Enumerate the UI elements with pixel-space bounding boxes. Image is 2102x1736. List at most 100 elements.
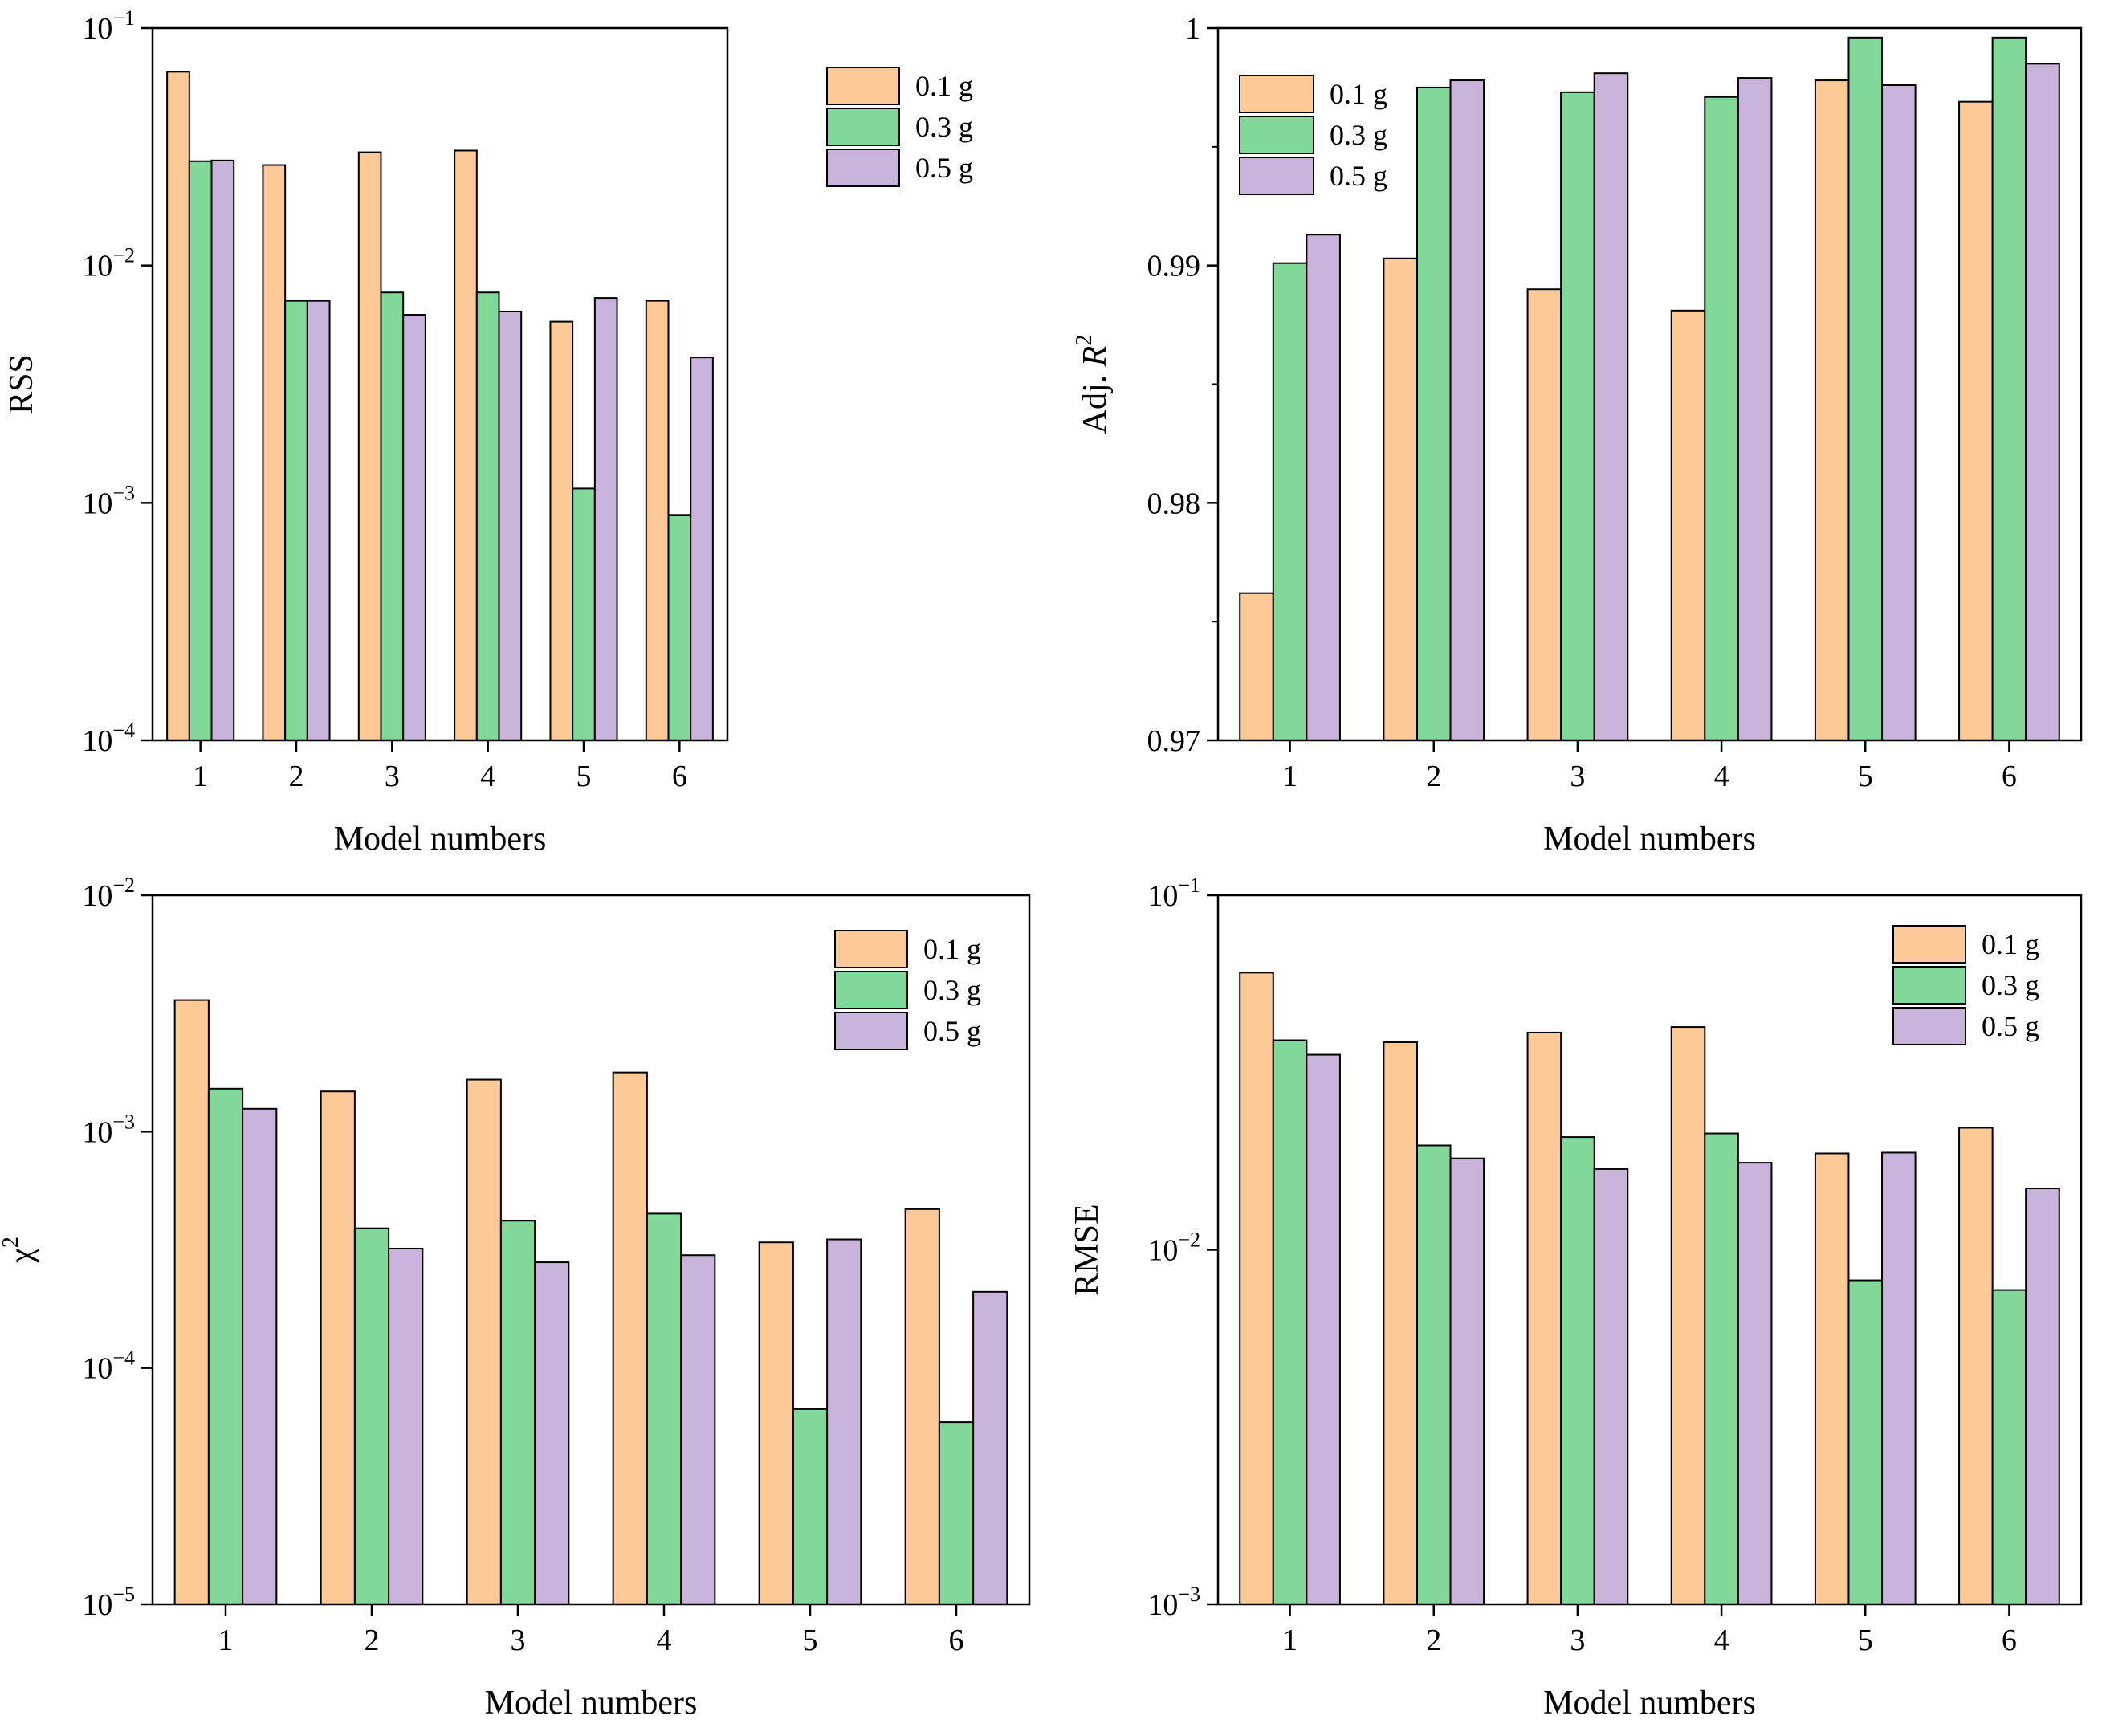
y-tick-label: 10−4 <box>82 719 135 758</box>
legend-swatch <box>834 1012 908 1050</box>
x-tick-label: 6 <box>2002 760 2017 793</box>
bar-05g-model-4 <box>1737 77 1773 741</box>
legend-label: 0.1 g <box>1982 928 2039 960</box>
y-tick-label: 10−2 <box>1147 1229 1200 1268</box>
legend: 0.1 g 0.3 g 0.5 g <box>1892 925 2039 1045</box>
legend: 0.1 g 0.3 g 0.5 g <box>1239 75 1387 195</box>
y-tick-label: 10−5 <box>82 1583 135 1622</box>
x-tick-label: 5 <box>803 1624 818 1657</box>
bar-03g-model-3 <box>1560 91 1595 741</box>
x-axis-title: Model numbers <box>485 1685 698 1722</box>
bar-03g-model-4 <box>1704 96 1739 742</box>
legend-label: 0.3 g <box>923 974 981 1006</box>
bar-01g-model-6 <box>1958 100 1994 742</box>
chart-panel-2: 1 2 3 4 5 6 Model numbers 0.97 0.98 0.99 1 Adj. R2 0… <box>1072 12 2083 858</box>
x-tick-label: 6 <box>949 1624 964 1657</box>
bar-03g-model-5 <box>572 487 596 741</box>
bar-03g-model-5 <box>1847 1279 1884 1606</box>
y-axis-title: χ2 <box>0 1237 40 1264</box>
y-axis-title: Adj. R2 <box>1072 335 1114 434</box>
bar-05g-model-6 <box>2025 63 2060 742</box>
bar-03g-model-4 <box>646 1212 682 1606</box>
bar-05g-model-1 <box>1306 1053 1341 1605</box>
bar-05g-model-3 <box>1593 72 1629 742</box>
bar-01g-model-3 <box>357 151 382 742</box>
x-tick-label: 1 <box>193 760 208 793</box>
y-tick-label: 10−2 <box>82 244 135 283</box>
y-tick-label: 1 <box>1185 12 1200 46</box>
bar-01g-model-1 <box>173 999 210 1605</box>
bar-05g-model-3 <box>1593 1168 1629 1605</box>
bar-01g-model-5 <box>758 1241 794 1605</box>
bar-01g-model-2 <box>320 1090 356 1605</box>
bar-05g-model-5 <box>593 297 618 741</box>
bar-03g-model-4 <box>1704 1132 1739 1605</box>
bar-01g-model-3 <box>1526 288 1562 742</box>
legend: 0.1 g 0.3 g 0.5 g <box>826 67 973 187</box>
legend: 0.1 g 0.3 g 0.5 g <box>834 930 981 1050</box>
y-tick-label: 10−1 <box>82 6 135 46</box>
x-tick-label: 1 <box>218 1624 234 1657</box>
bar-01g-model-3 <box>466 1078 502 1606</box>
bar-03g-model-6 <box>1991 36 2027 741</box>
legend-label: 0.5 g <box>1982 1010 2039 1042</box>
bar-05g-model-1 <box>1306 234 1341 742</box>
x-tick-label: 3 <box>1570 1624 1585 1657</box>
x-tick-label: 2 <box>1426 760 1441 793</box>
x-tick-label: 3 <box>511 1624 526 1657</box>
y-tick-label: 0.99 <box>1147 250 1201 283</box>
bar-01g-model-5 <box>1814 1152 1850 1605</box>
bar-03g-model-3 <box>1560 1136 1595 1605</box>
bar-03g-model-3 <box>499 1220 536 1605</box>
bar-05g-model-6 <box>2025 1188 2060 1606</box>
y-tick-label: 10−3 <box>82 1110 135 1149</box>
legend-swatch <box>1239 116 1314 154</box>
bar-05g-model-1 <box>210 159 235 741</box>
x-tick-label: 1 <box>1282 760 1297 793</box>
legend-swatch <box>1892 966 1966 1005</box>
x-tick-label: 5 <box>576 760 592 793</box>
legend-label: 0.5 g <box>915 152 973 184</box>
x-tick-label: 2 <box>1426 1624 1441 1657</box>
legend-label: 0.5 g <box>923 1015 981 1047</box>
bar-01g-model-2 <box>1383 1041 1418 1605</box>
legend-swatch <box>1892 1007 1966 1045</box>
bar-05g-model-2 <box>1449 1157 1485 1605</box>
legend-label: 0.1 g <box>915 70 973 102</box>
legend-swatch <box>826 149 900 187</box>
y-tick-label: 10−4 <box>82 1347 135 1386</box>
y-tick-label: 0.97 <box>1147 724 1201 758</box>
x-tick-label: 4 <box>1714 760 1729 793</box>
legend-swatch <box>1892 925 1966 964</box>
legend-swatch <box>1239 75 1314 113</box>
legend-label: 0.3 g <box>1982 969 2039 1001</box>
bar-05g-model-1 <box>242 1107 278 1606</box>
bar-01g-model-1 <box>1239 592 1274 741</box>
bar-01g-model-6 <box>645 300 670 741</box>
legend-swatch <box>1239 157 1314 195</box>
y-tick-label: 10−2 <box>82 874 135 913</box>
bar-01g-model-5 <box>549 320 574 741</box>
bar-05g-model-4 <box>1737 1162 1773 1605</box>
bar-03g-model-5 <box>1847 36 1884 741</box>
bar-03g-model-4 <box>475 291 500 742</box>
bar-05g-model-6 <box>690 357 714 741</box>
bar-01g-model-1 <box>166 71 190 741</box>
x-tick-label: 3 <box>385 760 400 793</box>
bar-05g-model-4 <box>498 310 523 742</box>
x-tick-label: 2 <box>365 1624 380 1657</box>
bar-03g-model-5 <box>792 1408 829 1605</box>
y-axis-title: RMSE <box>1069 1204 1106 1295</box>
bar-05g-model-2 <box>1449 79 1485 742</box>
bar-05g-model-3 <box>402 314 426 741</box>
bar-01g-model-5 <box>1814 79 1850 742</box>
bar-05g-model-5 <box>1881 84 1917 741</box>
chart-panel-1: 1 2 3 4 5 6 Model numbers 10−4 10−3 10−2 10−1 RSS 0.… <box>3 6 973 858</box>
bar-03g-model-1 <box>207 1087 244 1606</box>
bar-05g-model-4 <box>680 1254 716 1605</box>
y-axis-title: RSS <box>3 354 40 414</box>
plot-frame <box>151 26 729 742</box>
bar-01g-model-4 <box>454 149 478 742</box>
bar-01g-model-4 <box>612 1071 648 1605</box>
x-axis-title: Model numbers <box>334 821 547 858</box>
